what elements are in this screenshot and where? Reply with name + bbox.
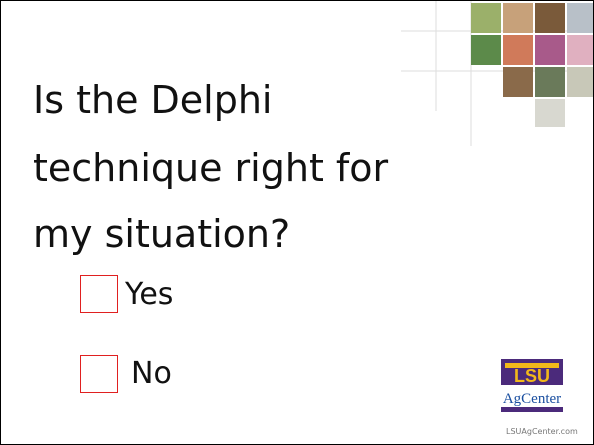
logo-top: LSU <box>514 366 550 386</box>
logo: LSU AgCenter <box>501 359 563 412</box>
option-label: No <box>131 356 172 392</box>
title-line: my situation? <box>33 211 290 257</box>
title-line: technique right for <box>33 145 388 191</box>
logo-bottom: AgCenter <box>503 391 561 407</box>
slide: LSU AgCenter Is the Delphi technique rig… <box>0 0 594 445</box>
checkbox[interactable] <box>80 275 118 313</box>
title-line: Is the Delphi <box>33 77 273 123</box>
footer-url: LSUAgCenter.com <box>506 427 578 436</box>
checkbox[interactable] <box>80 355 118 393</box>
photo-collage <box>401 1 594 146</box>
option-label: Yes <box>125 277 173 313</box>
